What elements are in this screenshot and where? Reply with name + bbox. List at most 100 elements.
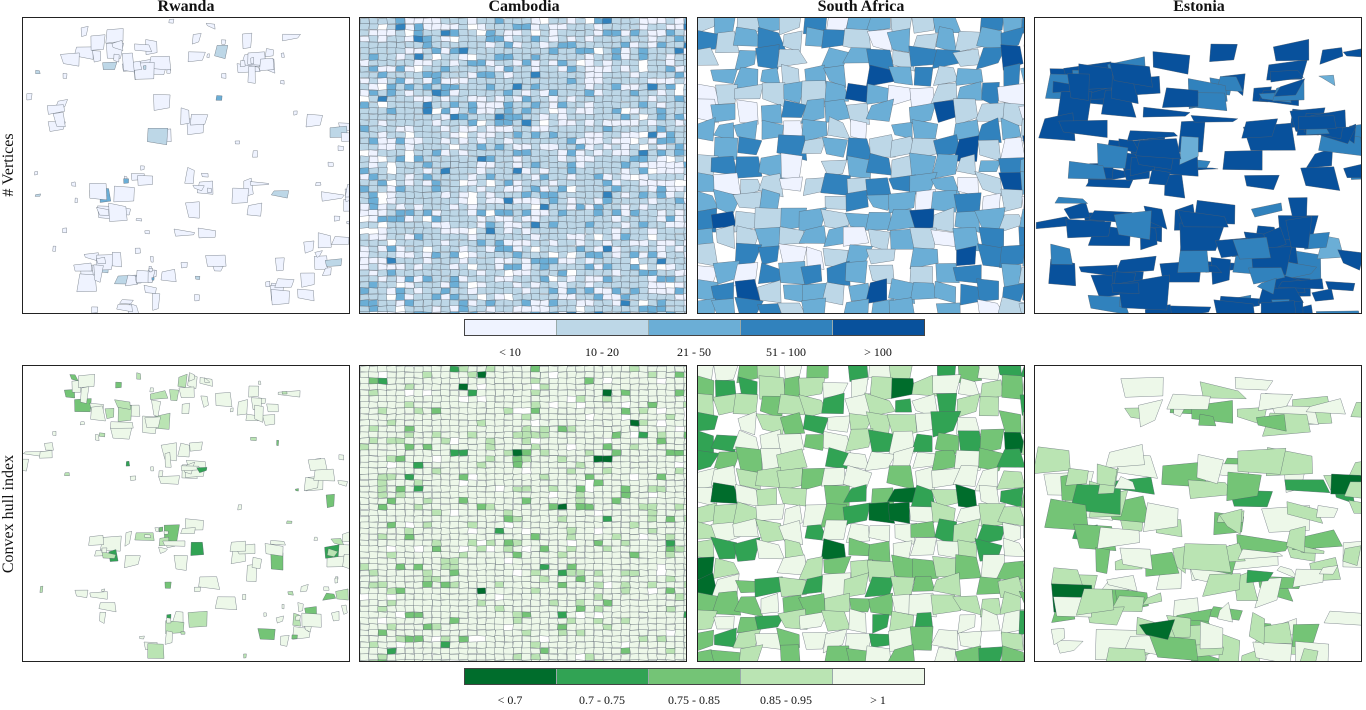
field-polygon [539, 209, 550, 217]
field-polygon [413, 485, 424, 492]
field-polygon [377, 533, 388, 540]
field-polygon [557, 305, 568, 312]
field-polygon [153, 94, 171, 111]
field-polygon [620, 659, 631, 661]
field-polygon [629, 305, 639, 313]
field-polygon [683, 534, 686, 541]
field-polygon [386, 509, 397, 517]
field-polygon [377, 473, 388, 481]
field-polygon [404, 293, 415, 301]
field-polygon [638, 71, 649, 79]
field-polygon [666, 509, 676, 517]
field-polygon [584, 101, 595, 109]
field-polygon [468, 581, 477, 589]
field-polygon [512, 312, 523, 313]
field-polygon [123, 178, 129, 184]
field-polygon [557, 179, 568, 187]
field-polygon [566, 366, 576, 373]
field-polygon [467, 71, 478, 79]
field-polygon [593, 431, 604, 438]
field-polygon [504, 95, 514, 103]
field-polygon [413, 245, 424, 253]
field-polygon [611, 113, 621, 121]
field-polygon [656, 29, 667, 37]
field-polygon [865, 212, 892, 231]
field-polygon [395, 563, 406, 571]
field-polygon [629, 77, 640, 84]
field-polygon [440, 647, 451, 655]
field-polygon [369, 131, 378, 139]
field-polygon [865, 177, 892, 198]
field-polygon [639, 18, 649, 25]
field-polygon [557, 389, 568, 397]
field-polygon [485, 311, 496, 313]
field-polygon [630, 90, 640, 97]
field-polygon [557, 53, 568, 61]
field-polygon [1001, 645, 1024, 661]
field-polygon [458, 167, 469, 175]
field-polygon [593, 137, 604, 145]
field-polygon [656, 383, 667, 391]
field-polygon [512, 479, 522, 486]
field-polygon [612, 305, 622, 313]
field-polygon [360, 53, 370, 61]
field-polygon [912, 576, 936, 592]
field-polygon [422, 221, 433, 229]
field-polygon [1143, 502, 1179, 532]
field-polygon [557, 119, 567, 127]
field-polygon [1260, 300, 1296, 313]
field-polygon [129, 475, 136, 481]
field-polygon [1318, 74, 1336, 87]
field-polygon [530, 95, 541, 103]
field-polygon [638, 95, 649, 103]
field-polygon [477, 65, 487, 73]
field-polygon [593, 593, 603, 601]
field-polygon [522, 371, 531, 379]
field-polygon [530, 431, 540, 439]
map-panel-vertices-cambodia [359, 17, 687, 314]
field-polygon [539, 101, 550, 109]
field-polygon [656, 155, 667, 163]
field-polygon [584, 269, 595, 277]
field-polygon [620, 522, 631, 529]
field-polygon [360, 143, 370, 151]
field-polygon [327, 161, 334, 167]
field-polygon [539, 515, 550, 523]
field-polygon [512, 35, 523, 43]
field-polygon [566, 47, 577, 55]
field-polygon [205, 22, 216, 30]
field-polygon [732, 393, 759, 415]
field-polygon [467, 444, 478, 451]
field-polygon [548, 485, 559, 492]
field-polygon [800, 98, 825, 124]
field-polygon [656, 245, 667, 253]
field-polygon [485, 239, 495, 247]
field-polygon [413, 647, 424, 655]
field-polygon [39, 585, 44, 593]
field-polygon [307, 458, 328, 471]
field-polygon [539, 312, 549, 313]
field-polygon [779, 412, 806, 435]
field-polygon [656, 401, 667, 409]
field-polygon [360, 299, 370, 307]
field-polygon [620, 527, 631, 534]
field-polygon [566, 497, 577, 505]
field-polygon [395, 467, 406, 475]
field-polygon [368, 107, 379, 115]
field-polygon [440, 233, 451, 241]
field-polygon [467, 167, 477, 174]
field-polygon [521, 281, 532, 289]
field-polygon [395, 299, 405, 307]
field-polygon [512, 23, 522, 30]
field-polygon [503, 59, 514, 67]
field-polygon [467, 509, 478, 517]
field-polygon [656, 36, 667, 43]
field-polygon [584, 246, 595, 252]
field-polygon [603, 599, 613, 607]
field-polygon [593, 245, 604, 253]
field-polygon [404, 485, 415, 493]
field-polygon [386, 366, 397, 373]
field-polygon [647, 209, 658, 217]
field-polygon [459, 311, 469, 313]
field-polygon [593, 647, 604, 655]
